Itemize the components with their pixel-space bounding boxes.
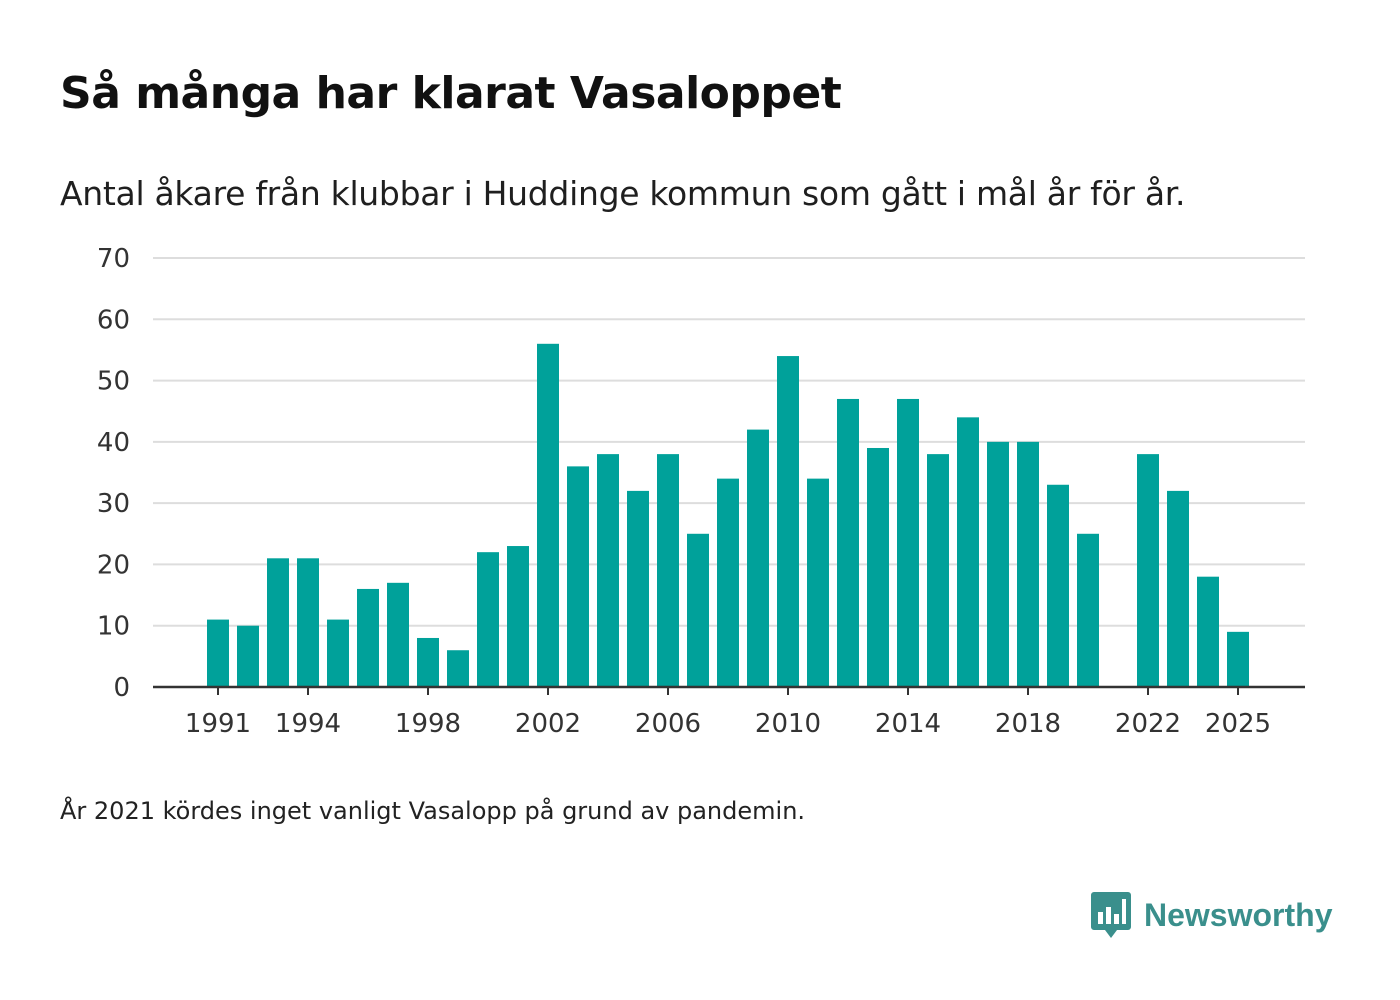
y-tick-label-60: 60 [97,305,130,335]
x-tick-label-1998: 1998 [395,709,461,739]
y-tick-label-0: 0 [113,673,130,703]
x-tick-label-1991: 1991 [185,709,251,739]
bar-2003 [567,466,589,687]
chart-subtitle: Antal åkare från klubbar i Huddinge komm… [60,174,1186,213]
bar-2019 [1047,484,1069,687]
chart-title: Så många har klarat Vasaloppet [60,68,842,119]
bar-chart: 0 10 20 30 40 50 60 70 1991 1994 1998 2002 2006 2010 2… [97,244,1305,739]
bar-2005 [627,490,649,687]
bar-1998 [417,637,439,687]
bar-2011 [807,478,829,687]
bar-1994 [297,558,319,687]
brand-name: Newsworthy [1144,896,1333,933]
bar-2016 [957,417,979,687]
bar-1999 [447,650,469,687]
bar-2007 [687,533,709,687]
y-tick-label-70: 70 [97,244,130,274]
bar-2000 [477,552,499,687]
bar-2013 [867,447,889,687]
bar-1993 [267,558,289,687]
bar-2006 [657,454,679,687]
bar-2020 [1077,533,1099,687]
bar-1991 [207,619,229,687]
x-tick-label-2002: 2002 [515,709,581,739]
x-tick-label-2025: 2025 [1205,709,1271,739]
bar-2009 [747,429,769,687]
bar-1995 [327,619,349,687]
y-tick-label-40: 40 [97,428,130,458]
brand-logo: Newsworthy [1090,890,1332,940]
y-tick-label-30: 30 [97,489,130,519]
newsworthy-logo-icon [1091,892,1131,938]
bar-2023 [1167,490,1189,687]
bar-2018 [1017,441,1039,687]
x-tick-label-1994: 1994 [275,709,341,739]
bar-2015 [927,454,949,687]
bar-2024 [1197,576,1219,687]
y-tick-label-50: 50 [97,367,130,397]
bar-2004 [597,454,619,687]
footnote: År 2021 kördes inget vanligt Vasalopp på… [60,797,806,825]
bar-2008 [717,478,739,687]
x-tick-label-2010: 2010 [755,709,821,739]
bar-1997 [387,582,409,687]
bar-1996 [357,588,379,687]
bar-2002 [537,343,559,687]
x-tick-label-2022: 2022 [1115,709,1181,739]
bar-2010 [777,356,799,687]
bar-2017 [987,441,1009,687]
bar-2012 [837,398,859,687]
y-tick-label-20: 20 [97,550,130,580]
axes: 0 10 20 30 40 50 60 70 1991 1994 1998 2002 2006 2010 2… [97,244,1305,739]
x-tick-label-2006: 2006 [635,709,701,739]
x-tick-label-2018: 2018 [995,709,1061,739]
y-tick-label-10: 10 [97,612,130,642]
bar-2025 [1227,631,1249,687]
bar-2022 [1137,454,1159,687]
bar-2001 [507,546,529,687]
x-tick-label-2014: 2014 [875,709,941,739]
bar-2014 [897,398,919,687]
bar-1992 [237,625,259,687]
bars [207,343,1249,687]
